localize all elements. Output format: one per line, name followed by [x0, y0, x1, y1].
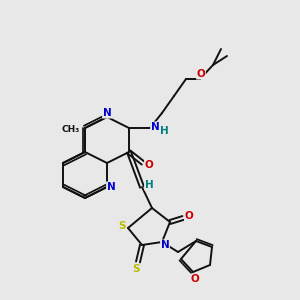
Text: N: N [103, 108, 111, 118]
Text: O: O [184, 211, 194, 221]
Text: N: N [106, 182, 116, 192]
Text: H: H [160, 126, 168, 136]
Text: H: H [145, 180, 153, 190]
Text: N: N [151, 122, 159, 132]
Text: CH₃: CH₃ [62, 125, 80, 134]
Text: O: O [196, 69, 206, 79]
Text: S: S [118, 221, 126, 231]
Text: O: O [145, 160, 153, 170]
Text: N: N [160, 240, 169, 250]
Text: S: S [132, 264, 140, 274]
Text: O: O [190, 274, 200, 284]
